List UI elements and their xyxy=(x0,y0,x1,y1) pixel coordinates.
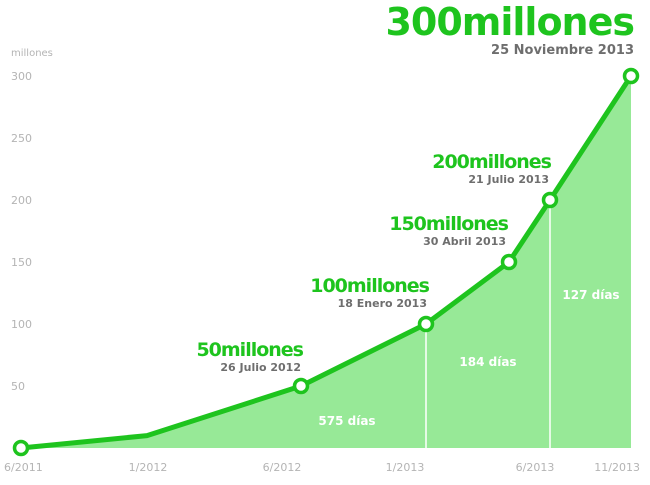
area-fill xyxy=(21,76,631,448)
y-tick-label: 150 xyxy=(11,256,32,269)
x-tick-label: 6/2011 xyxy=(4,461,43,474)
milestone-label: 50millones xyxy=(196,339,303,361)
chart-subtitle: 25 Noviembre 2013 xyxy=(491,43,634,58)
x-tick-label: 1/2013 xyxy=(386,461,425,474)
y-tick-label: 200 xyxy=(11,194,32,207)
y-tick-label: 100 xyxy=(11,318,32,331)
x-tick-label: 6/2013 xyxy=(516,461,555,474)
data-point xyxy=(541,191,559,209)
milestone-date: 18 Enero 2013 xyxy=(338,297,427,310)
data-points xyxy=(12,67,640,457)
x-tick-label: 6/2012 xyxy=(263,461,302,474)
milestone-date: 21 Julio 2013 xyxy=(468,173,549,186)
interval-dividers xyxy=(425,207,551,448)
interval-label: 127 días xyxy=(562,288,619,302)
milestone-date: 26 Julio 2012 xyxy=(220,361,301,374)
milestone-label: 150millones xyxy=(389,213,508,235)
milestone-label: 200millones xyxy=(432,151,551,173)
interval-label: 575 días xyxy=(318,414,375,428)
data-point xyxy=(292,377,310,395)
y-tick-label: 250 xyxy=(11,132,32,145)
labels-group: millones 50 100 150 200 250 300 6/2011 1/2012 6/2… xyxy=(4,0,640,474)
y-tick-label: 300 xyxy=(11,70,32,83)
chart-title: 300millones xyxy=(385,0,634,44)
milestone-label: 100millones xyxy=(310,275,429,297)
x-tick-label: 11/2013 xyxy=(594,461,640,474)
data-point xyxy=(417,315,435,333)
data-point xyxy=(500,253,518,271)
x-tick-label: 1/2012 xyxy=(129,461,168,474)
milestone-date: 30 Abril 2013 xyxy=(423,235,506,248)
data-point xyxy=(622,67,640,85)
data-point xyxy=(12,439,30,457)
y-tick-label: 50 xyxy=(11,380,25,393)
y-axis-label: millones xyxy=(11,48,53,59)
interval-label: 184 días xyxy=(459,355,516,369)
area-fills xyxy=(21,76,631,448)
